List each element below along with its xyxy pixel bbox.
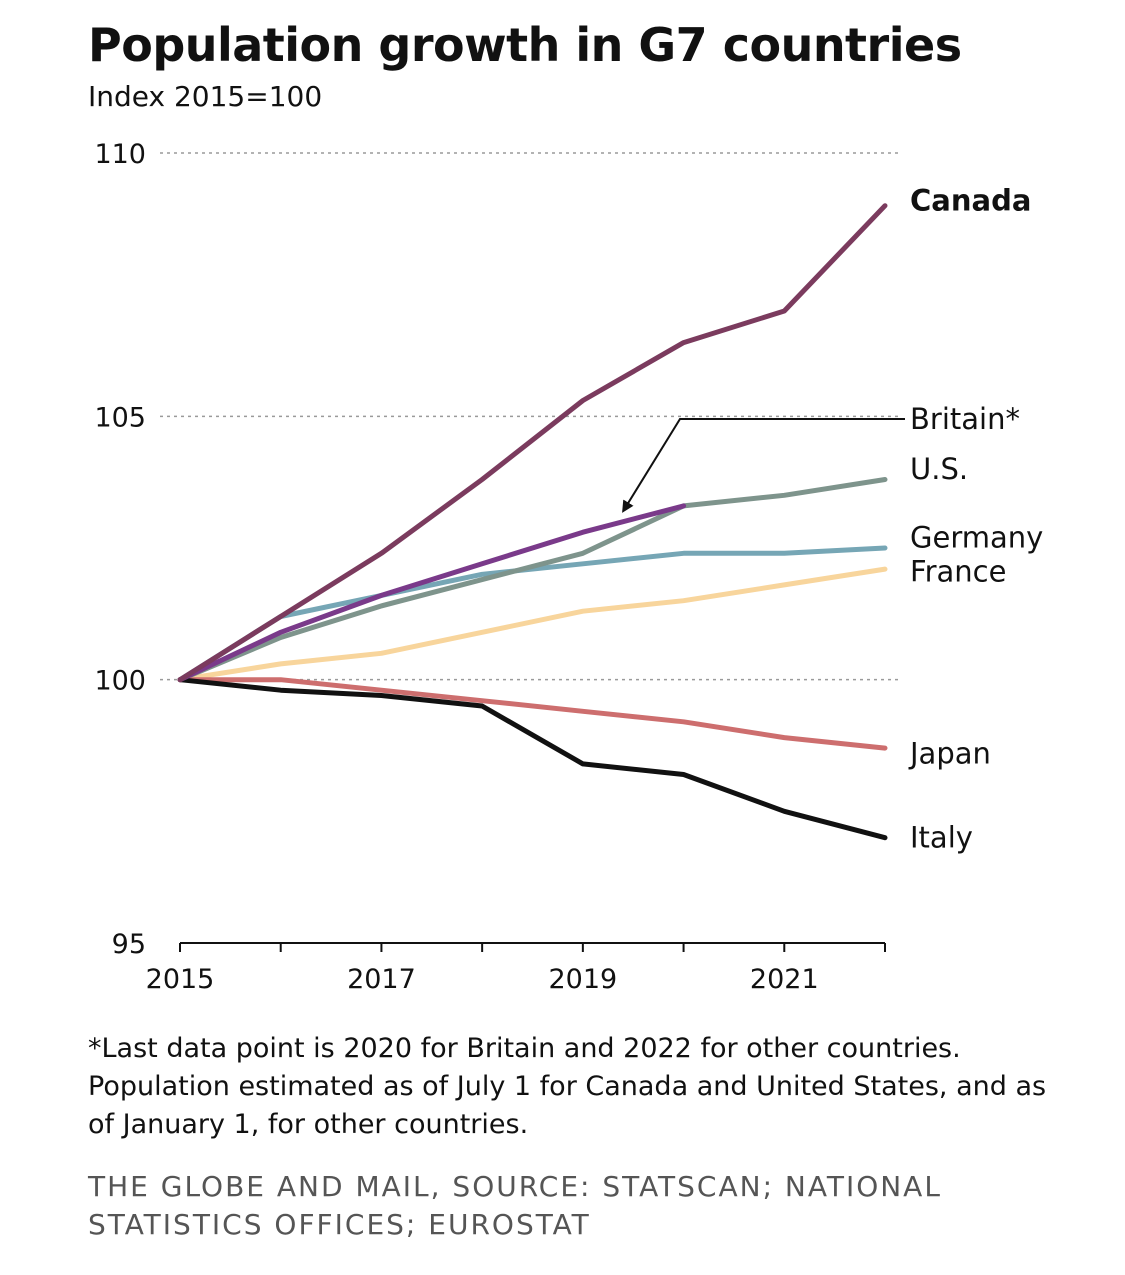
chart-subtitle: Index 2015=100 bbox=[88, 80, 323, 113]
series-line-japan bbox=[177, 677, 888, 751]
gridlines bbox=[160, 152, 900, 681]
y-tick-label: 105 bbox=[94, 402, 146, 433]
series-line-france bbox=[177, 566, 888, 683]
x-tick-label: 2015 bbox=[146, 964, 215, 995]
x-axis: 2015 2017 2019 2021 bbox=[146, 942, 886, 995]
series-label-france: France bbox=[910, 555, 1006, 589]
series-label-japan: Japan bbox=[908, 736, 991, 770]
series-label-italy: Italy bbox=[910, 821, 973, 855]
series-lines bbox=[177, 203, 888, 841]
series-line-canada bbox=[177, 203, 888, 683]
series-label-us: U.S. bbox=[910, 452, 968, 486]
series-line-us bbox=[177, 477, 888, 683]
annotations bbox=[622, 417, 905, 513]
x-tick-label: 2017 bbox=[347, 964, 416, 995]
x-tick-label: 2021 bbox=[750, 964, 819, 995]
series-line-germany bbox=[177, 545, 888, 683]
chart-title: Population growth in G7 countries bbox=[88, 18, 962, 72]
y-tick-label: 100 bbox=[94, 666, 146, 697]
series-label-germany: Germany bbox=[910, 520, 1043, 554]
footnote: *Last data point is 2020 for Britain and… bbox=[88, 1033, 1047, 1140]
y-tick-label: 110 bbox=[94, 139, 146, 170]
y-tick-label: 95 bbox=[112, 929, 146, 960]
series-label-canada: Canada bbox=[910, 183, 1031, 217]
leader-arrow bbox=[622, 417, 905, 513]
x-tick-label: 2019 bbox=[548, 964, 617, 995]
series-line-britain bbox=[177, 503, 687, 683]
line-chart: 110 105 100 95 2015 2017 2019 2021 Canada Brita… bbox=[94, 139, 1043, 995]
y-axis: 110 105 100 95 bbox=[94, 139, 146, 960]
series-label-britain: Britain* bbox=[910, 402, 1020, 436]
series-line-italy bbox=[177, 677, 888, 841]
source-credit: THE GLOBE AND MAIL, SOURCE: STATSCAN; NA… bbox=[88, 1170, 942, 1241]
